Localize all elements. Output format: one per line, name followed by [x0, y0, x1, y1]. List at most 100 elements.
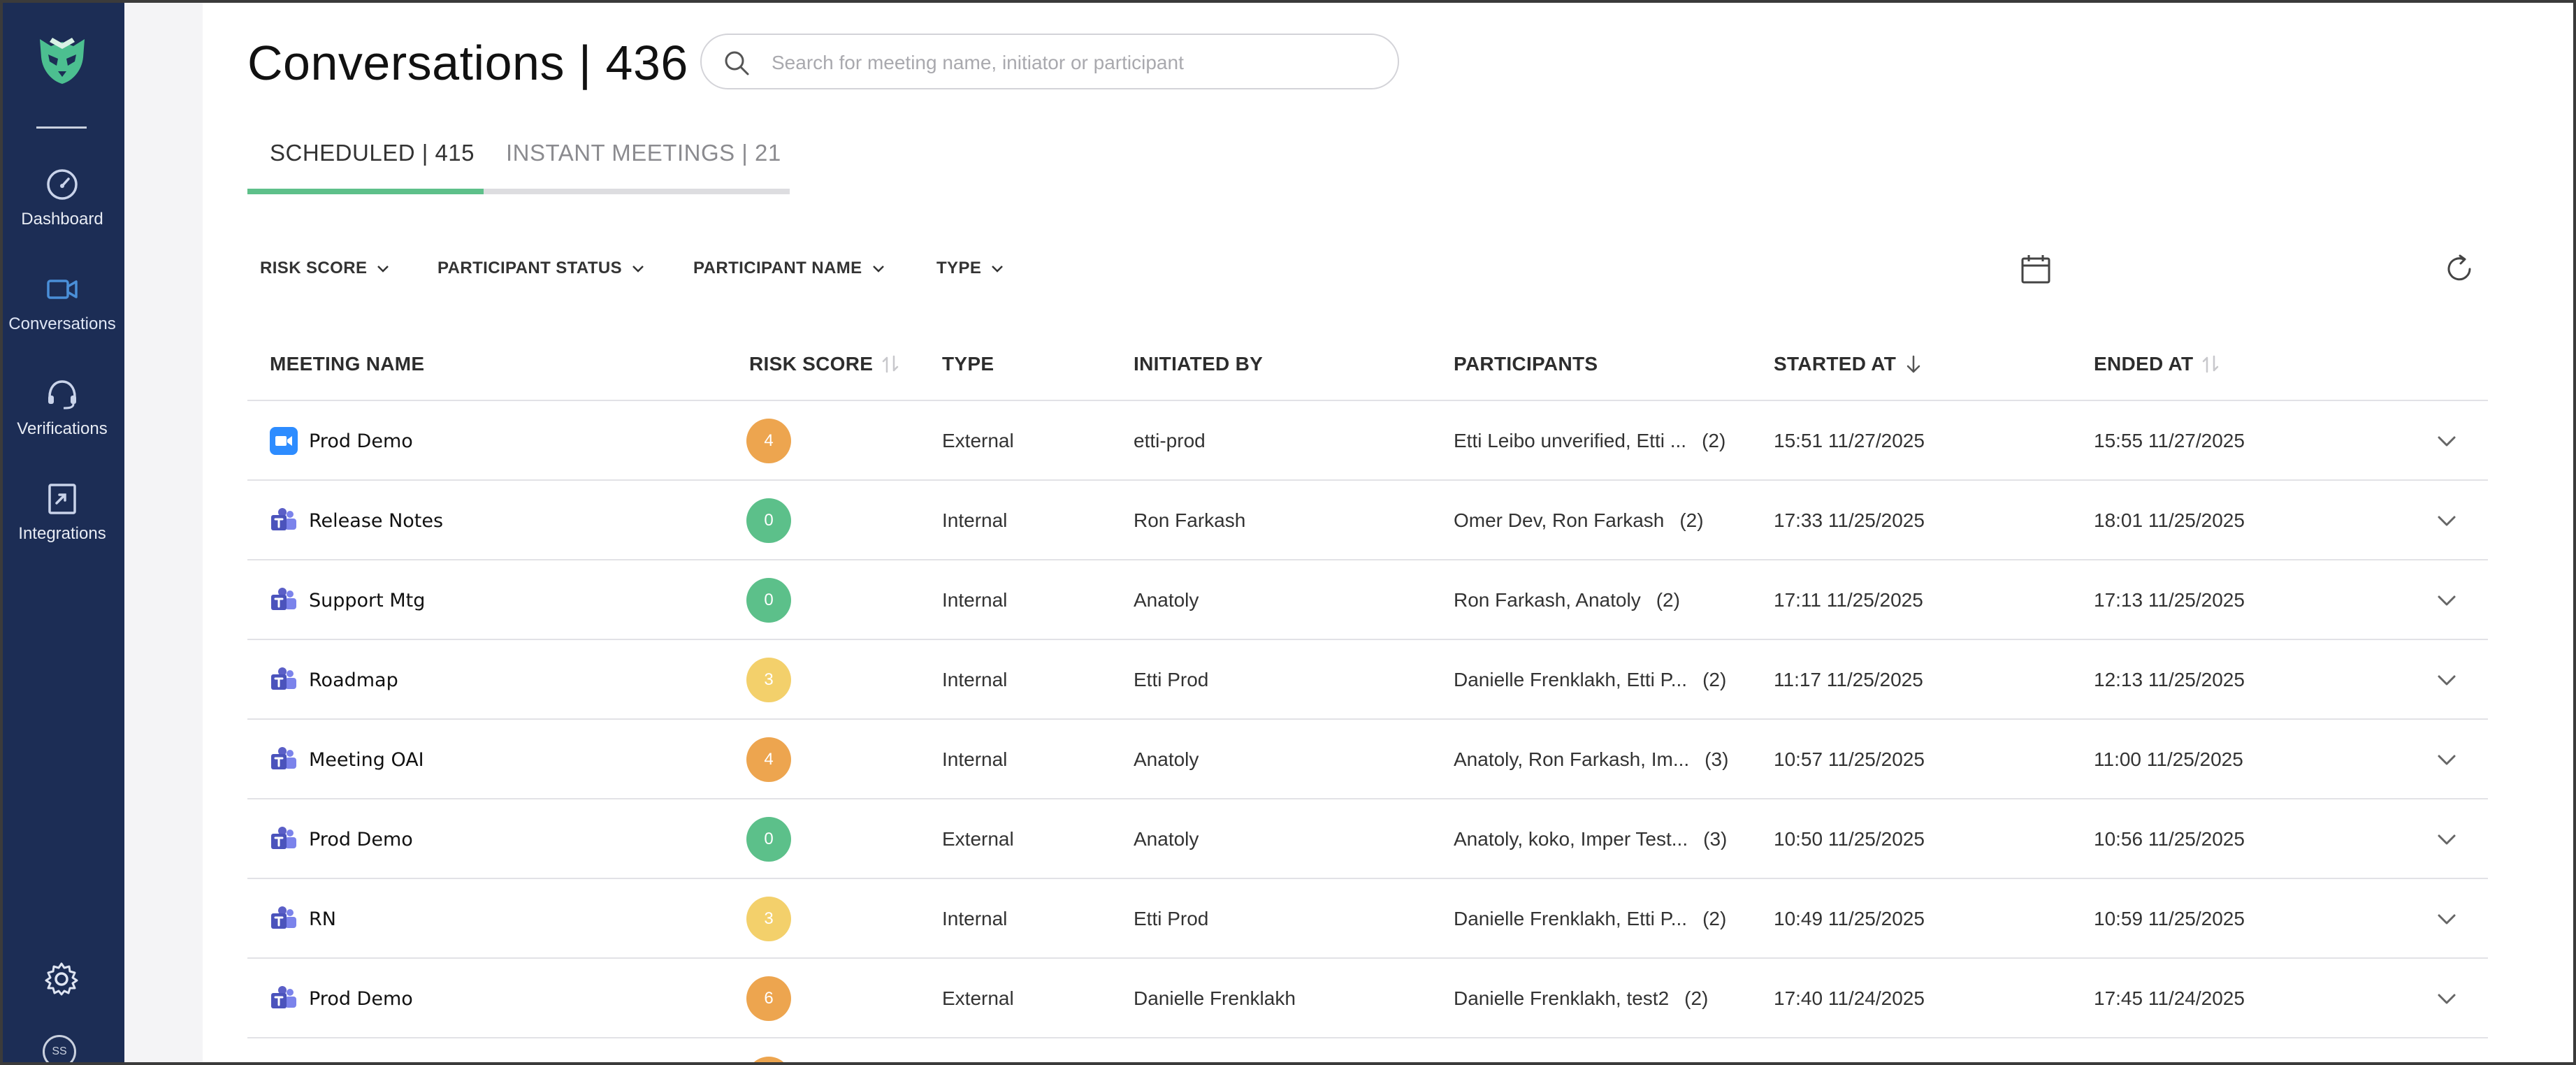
chevron-down-icon[interactable] [2433, 906, 2460, 932]
column-header-label: PARTICIPANTS [1454, 353, 1598, 375]
table-row[interactable]: Support Mtg 0 Internal Anatoly Ron Farkash, … [247, 559, 2488, 639]
meeting-name-cell[interactable]: Release Notes [270, 481, 443, 560]
participants-names: Anatoly, Ron Farkash, Im... [1454, 748, 1690, 770]
chevron-down-icon[interactable] [2433, 587, 2460, 614]
sidebar-item-dashboard[interactable]: Dashboard [0, 166, 124, 257]
sidebar-item-integrations[interactable]: Integrations [0, 481, 124, 572]
type-cell: Internal [942, 669, 1008, 690]
column-header-ended-at[interactable]: ENDED AT [2094, 353, 2220, 375]
filter-participant-name[interactable]: PARTICIPANT NAME [693, 259, 886, 278]
risk-score-cell: 0 [746, 481, 791, 560]
active-tab-indicator [247, 189, 484, 194]
ended-at-cell: 11:00 11/25/2025 [2094, 748, 2243, 770]
type-cell: Internal [942, 509, 1008, 531]
type-cell: External [942, 430, 1014, 451]
meeting-name-cell[interactable]: Meeting OAI [270, 720, 424, 799]
participants-cell: Danielle Frenklakh, Etti P... (2) [1454, 879, 1726, 959]
risk-score-cell: 4 [746, 401, 791, 481]
column-header-started-at[interactable]: STARTED AT [1774, 353, 1923, 375]
table-row[interactable]: Prod Demo 4 External etti-prod Etti Leibo un… [247, 400, 2488, 479]
filter-type[interactable]: TYPE [936, 259, 1005, 278]
meeting-name: Prod Demo [309, 987, 413, 1010]
calendar-icon[interactable] [2018, 252, 2053, 287]
participant-count[interactable]: (2) [1702, 669, 1727, 690]
meeting-name-cell[interactable]: Prod Demo [270, 959, 413, 1038]
tab-instant-meetings[interactable]: INSTANT MEETINGS | 21 [506, 140, 781, 166]
chevron-down-icon[interactable] [2433, 507, 2460, 534]
chevron-down-icon[interactable] [2433, 985, 2460, 1012]
filter-risk-score[interactable]: RISK SCORE [260, 259, 391, 278]
column-header-risk-score[interactable]: RISK SCORE [749, 353, 899, 375]
integrations-icon [48, 484, 76, 514]
column-header-type[interactable]: TYPE [942, 353, 994, 375]
type-cell: Internal [942, 908, 1008, 929]
page-title: Conversations | 436 [247, 36, 688, 90]
meeting-name: Roadmap [309, 669, 398, 691]
chevron-down-icon[interactable] [2433, 826, 2460, 853]
participant-count[interactable]: (2) [1684, 987, 1709, 1009]
tab-track [247, 189, 790, 194]
meeting-name-cell[interactable]: Roadmap [270, 640, 398, 720]
meeting-name-cell[interactable]: Prod Demo [270, 799, 413, 879]
chevron-down-icon [872, 266, 884, 273]
table-row[interactable]: Prod Demo 0 External Anatoly Anatoly, koko, … [247, 798, 2488, 878]
gear-icon[interactable] [42, 959, 81, 999]
table-row[interactable]: Release Notes 0 Internal Ron Farkash Omer De… [247, 479, 2488, 559]
sidebar-item-verifications[interactable]: Verifications [0, 376, 124, 467]
participants-cell: Anatoly, Ron Farkash, Im... (3) [1454, 720, 1728, 799]
meeting-name-cell[interactable]: Prod Demo [270, 401, 413, 481]
refresh-icon[interactable] [2442, 252, 2477, 287]
sidebar-item-conversations[interactable]: Conversations [0, 271, 124, 362]
column-header-meeting-name[interactable]: MEETING NAME [270, 353, 424, 375]
meeting-name-cell[interactable]: RN [270, 879, 336, 959]
teams-icon [271, 508, 296, 530]
sort-icon [883, 355, 899, 373]
risk-score-cell: 3 [746, 640, 791, 720]
participant-count[interactable]: (2) [1702, 430, 1726, 451]
participants-cell: Danielle Frenklakh, Etti P... (2) [1454, 640, 1726, 720]
main-panel: Conversations | 436 SCHEDULED | 415 INST… [203, 0, 2576, 1065]
participants-names: Danielle Frenklakh, test2 [1454, 987, 1670, 1009]
sort-icon [2203, 355, 2219, 373]
table-row[interactable]: Meeting OAI 4 Internal Anatoly Anatoly, Ron … [247, 718, 2488, 798]
column-header-label: RISK SCORE [749, 353, 874, 375]
ended-at-cell: 17:45 11/24/2025 [2094, 987, 2245, 1009]
participant-count[interactable]: (2) [1656, 589, 1680, 611]
meeting-name-cell[interactable]: Support Mtg [270, 560, 425, 640]
chevron-down-icon[interactable] [2433, 667, 2460, 693]
column-header-label: STARTED AT [1774, 353, 1897, 375]
teams-icon [271, 827, 296, 849]
chevron-down-icon[interactable] [2433, 428, 2460, 454]
table-row[interactable]: Roadmap 3 Internal Etti Prod Danielle Frenkl… [247, 639, 2488, 718]
type-cell: Internal [942, 748, 1008, 770]
participant-count[interactable]: (2) [1702, 908, 1727, 929]
tab-scheduled[interactable]: SCHEDULED | 415 [270, 140, 475, 166]
meeting-name: Release Notes [309, 509, 444, 532]
filter-label: TYPE [936, 259, 982, 277]
chevron-down-icon[interactable] [2433, 746, 2460, 773]
participant-count[interactable]: (3) [1703, 828, 1728, 850]
started-at-cell: 15:51 11/27/2025 [1774, 430, 1925, 451]
started-at-cell: 10:57 11/25/2025 [1774, 748, 1925, 770]
table-row-partial [247, 1037, 2488, 1065]
participant-count[interactable]: (2) [1679, 509, 1704, 531]
risk-badge: 0 [746, 578, 791, 623]
column-header-label: TYPE [942, 353, 994, 375]
teams-icon [271, 906, 296, 929]
table-row[interactable]: Prod Demo 6 External Danielle Frenklakh Dani… [247, 957, 2488, 1037]
column-header-initiated-by[interactable]: INITIATED BY [1134, 353, 1263, 375]
initiated-by-cell: Danielle Frenklakh [1134, 987, 1296, 1009]
filter-participant-status[interactable]: PARTICIPANT STATUS [437, 259, 646, 278]
table-row[interactable]: RN 3 Internal Etti Prod Danielle Frenklakh, … [247, 878, 2488, 957]
avatar[interactable]: SS [43, 1035, 76, 1065]
search-box[interactable] [700, 34, 1399, 89]
participants-names: Anatoly, koko, Imper Test... [1454, 828, 1688, 850]
sidebar-item-label: Dashboard [21, 210, 103, 229]
search-input[interactable] [772, 48, 1373, 78]
initiated-by-cell: Anatoly [1134, 828, 1199, 850]
column-header-participants[interactable]: PARTICIPANTS [1454, 353, 1598, 375]
meeting-name: Support Mtg [309, 589, 426, 611]
initiated-by-cell: Etti Prod [1134, 908, 1209, 929]
app-logo-icon[interactable] [33, 34, 92, 87]
participant-count[interactable]: (3) [1705, 748, 1729, 770]
